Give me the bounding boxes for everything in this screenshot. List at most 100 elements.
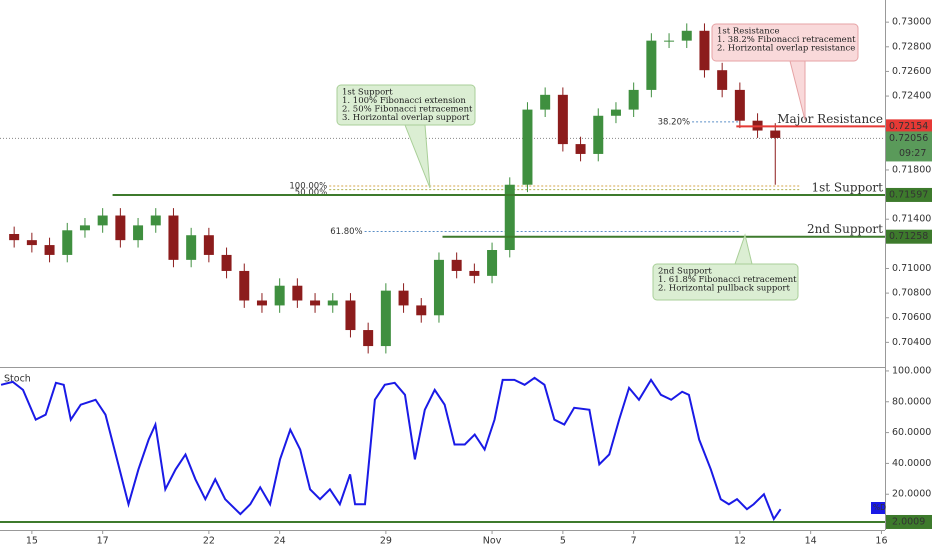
y-tick-label: 40.0000 xyxy=(892,458,931,469)
callout-text: 2. Horizontal pullback support xyxy=(658,284,790,294)
level-value: 0.71597 xyxy=(889,189,928,200)
x-tick-label: 29 xyxy=(380,536,392,547)
stoch-value: 2.0009 xyxy=(892,516,925,527)
fib-label: 50.00% xyxy=(295,188,327,198)
y-tick-label: 0.72600 xyxy=(892,66,931,77)
candle-body xyxy=(203,235,214,255)
candle-body xyxy=(664,40,675,42)
candle-body xyxy=(557,94,568,145)
last-price-timer: 09:27 xyxy=(899,148,926,159)
x-tick-label: 24 xyxy=(274,536,286,547)
level-name: 1st Support xyxy=(811,180,883,194)
candle-body xyxy=(221,254,232,271)
candle-body xyxy=(717,70,728,90)
candle-body xyxy=(62,230,73,255)
callout-text: 2. Horizontal overlap resistance xyxy=(717,44,855,54)
candle-body xyxy=(540,94,551,110)
candle-body xyxy=(451,259,462,271)
callout-text: 1. 38.2% Fibonacci retracement xyxy=(717,35,856,45)
fib-label: 38.20% xyxy=(658,117,690,127)
y-tick-label: 0.73000 xyxy=(892,17,931,28)
x-tick-label: 16 xyxy=(875,536,887,547)
y-tick-label: 0.70400 xyxy=(892,337,931,348)
level-value-box xyxy=(886,187,932,202)
candle-body xyxy=(681,30,692,41)
x-tick-label: 17 xyxy=(97,536,109,547)
y-tick-label: 100.0000 xyxy=(892,365,932,376)
candle-body xyxy=(256,300,267,306)
y-tick-label: 20.0000 xyxy=(892,489,931,500)
candle-body xyxy=(628,89,639,110)
level-value: 0.71258 xyxy=(889,231,928,242)
level-name: Major Resistance xyxy=(777,112,883,126)
last-price-value: 0.72056 xyxy=(889,133,928,144)
y-tick-label: 0.71800 xyxy=(892,164,931,175)
candle-body xyxy=(168,215,179,260)
level-name: 2nd Support xyxy=(807,222,883,236)
level-value: 0.72154 xyxy=(889,121,928,132)
level-value-box xyxy=(886,119,932,134)
fib-label: 100.00% xyxy=(289,181,327,191)
candle-body xyxy=(398,290,409,306)
candle-body xyxy=(504,184,515,251)
callout-box xyxy=(652,263,799,301)
candle-body xyxy=(9,233,20,241)
candle-body xyxy=(734,89,745,121)
x-tick-label: 15 xyxy=(26,536,38,547)
callout-text: 3. Horizontal overlap support xyxy=(342,113,470,123)
y-tick-label: 0.72400 xyxy=(892,91,931,102)
candle-body xyxy=(363,330,374,347)
candle-body xyxy=(310,300,321,306)
y-tick-label: 80.0000 xyxy=(892,396,931,407)
legend-label: %D xyxy=(873,503,886,512)
candle-body xyxy=(522,109,533,185)
candle-body xyxy=(487,250,498,276)
y-tick-label: 60.0000 xyxy=(892,427,931,438)
callout-box xyxy=(711,23,859,62)
callout-box xyxy=(336,84,476,126)
candle-body xyxy=(26,240,37,246)
callout-text: 2nd Support xyxy=(658,267,712,277)
candle-body xyxy=(345,300,356,331)
candle-body xyxy=(97,215,108,226)
candle-body xyxy=(575,144,586,154)
candle-body xyxy=(469,270,480,276)
stoch-value-box xyxy=(886,514,932,529)
last-price-box xyxy=(886,131,932,162)
callout-text: 1st Resistance xyxy=(717,27,780,37)
x-tick-label: 22 xyxy=(203,536,215,547)
x-tick-label: 14 xyxy=(805,536,817,547)
candle-body xyxy=(186,235,197,260)
fib-label: 61.80% xyxy=(330,227,362,237)
candle-body xyxy=(610,109,621,116)
candle-body xyxy=(433,259,444,316)
candle-body xyxy=(239,270,250,301)
y-tick-label: 0.70600 xyxy=(892,312,931,323)
callout-text: 1. 61.8% Fibonacci retracement xyxy=(658,275,797,285)
candle-body xyxy=(79,225,90,231)
candle-body xyxy=(770,130,781,138)
y-tick-label: 0.70800 xyxy=(892,288,931,299)
candle-body xyxy=(115,215,126,241)
x-tick-label: Nov xyxy=(483,536,502,547)
candle-body xyxy=(150,215,161,226)
candle-body xyxy=(380,290,391,347)
candle-body xyxy=(699,30,710,71)
candle-body xyxy=(416,305,427,316)
candle-body xyxy=(646,40,657,90)
y-tick-label: 0.71400 xyxy=(892,214,931,225)
callout-text: 2. 50% Fibonacci retracement xyxy=(342,105,473,115)
candle-body xyxy=(133,225,144,241)
y-tick-label: 0.71000 xyxy=(892,263,931,274)
candle-body xyxy=(274,285,285,306)
y-tick-label: 0.72800 xyxy=(892,41,931,52)
callout-text: 1st Support xyxy=(342,88,393,98)
stoch-line xyxy=(0,376,782,522)
callout-text: 1. 100% Fibonacci extension xyxy=(342,96,466,106)
stoch-title: Stoch xyxy=(4,374,31,385)
candle-body xyxy=(327,300,338,306)
candle-body xyxy=(44,245,55,255)
x-tick-label: 5 xyxy=(560,536,566,547)
candle-body xyxy=(292,285,303,301)
